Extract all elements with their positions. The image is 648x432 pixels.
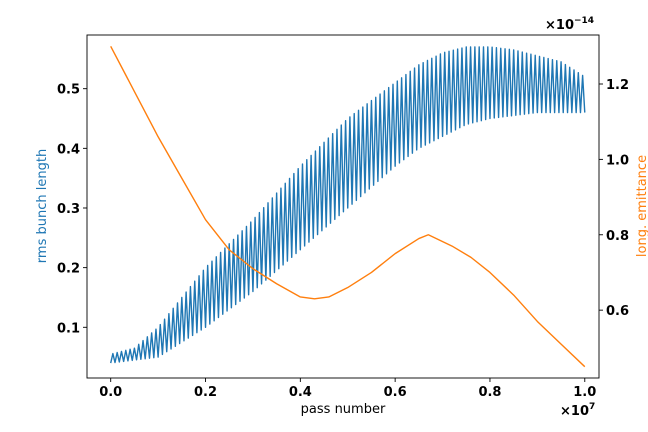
y-right-axis-multiplier: ×10−14 [545, 16, 594, 33]
y-left-tick-label: 0.3 [57, 202, 80, 217]
y-right-tick-label: 0.8 [606, 229, 629, 244]
bunch-length-line [110, 46, 586, 364]
emittance-line [110, 45, 586, 368]
y-left-tick-label: 0.1 [57, 321, 80, 336]
x-tick-label: 0.4 [289, 385, 312, 400]
x-tick-label: 0.2 [194, 385, 217, 400]
axis-layer: 0.0 0.2 0.4 0.6 0.8 1.0 0.1 0.2 0.3 0.4 0.5 0.6 0.8 1… [57, 78, 629, 400]
x-tick-label: 0.6 [384, 385, 407, 400]
y-right-axis-multiplier-exponent: −14 [574, 16, 594, 26]
x-axis-multiplier-exponent: 7 [589, 402, 595, 412]
y-right-axis-multiplier-base: ×10 [545, 18, 574, 33]
y-right-tick-label: 1.2 [606, 78, 629, 93]
y-left-axis-label: rms bunch length [35, 149, 50, 263]
series-layer [110, 45, 586, 368]
plot-frame [86, 34, 600, 379]
x-tick-label: 1.0 [573, 385, 596, 400]
y-right-tick-label: 0.6 [606, 304, 629, 319]
y-right-axis-label: long. emittance [635, 155, 648, 257]
y-left-tick-label: 0.4 [57, 142, 80, 157]
y-left-tick-label: 0.2 [57, 262, 80, 277]
x-tick-label: 0.8 [478, 385, 501, 400]
y-right-tick-label: 1.0 [606, 153, 629, 168]
x-axis-multiplier-base: ×10 [560, 404, 589, 419]
x-axis-multiplier: ×107 [560, 402, 595, 419]
y-left-tick-label: 0.5 [57, 83, 80, 98]
x-axis-label: pass number [301, 402, 386, 417]
x-tick-label: 0.0 [99, 385, 122, 400]
